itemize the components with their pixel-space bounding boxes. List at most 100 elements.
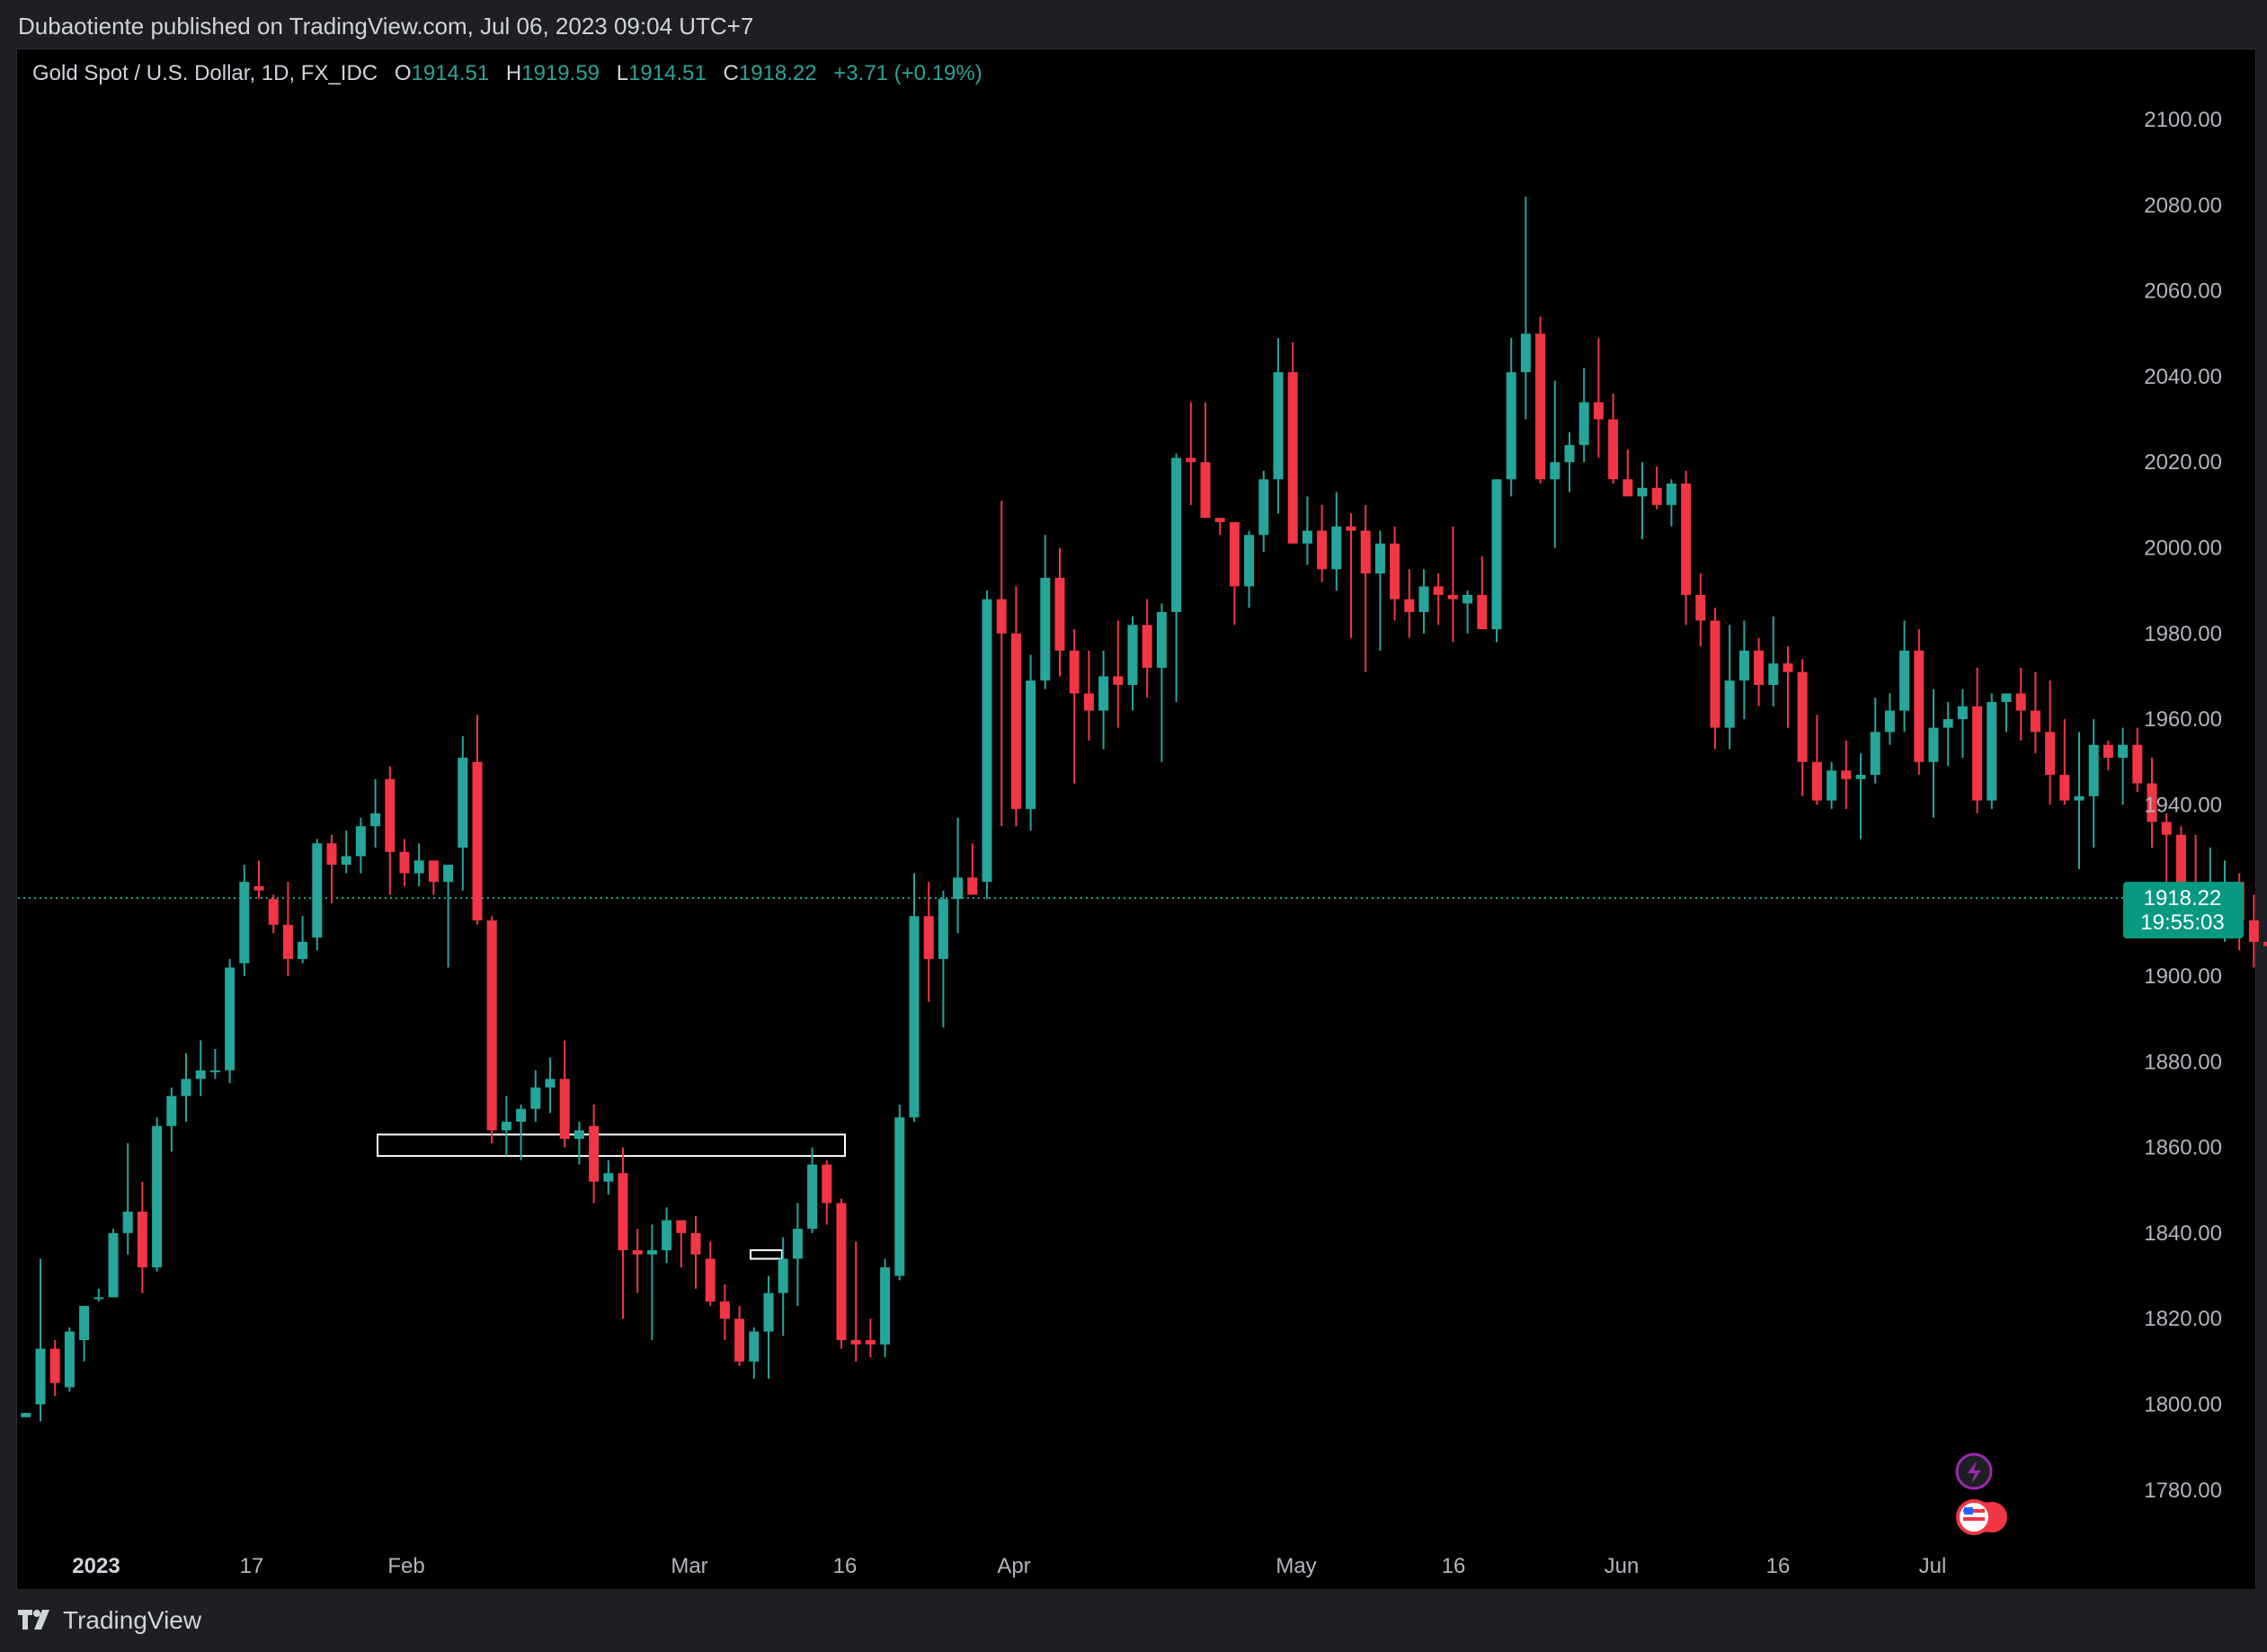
candle-body[interactable] xyxy=(49,1348,60,1383)
candle-body[interactable] xyxy=(472,761,483,921)
candle-body[interactable] xyxy=(662,1220,672,1250)
candle-body[interactable] xyxy=(2059,775,2070,801)
candle-body[interactable] xyxy=(1870,732,1880,776)
candle-body[interactable] xyxy=(1156,611,1167,668)
candle-body[interactable] xyxy=(1200,462,1211,519)
candle-body[interactable] xyxy=(1608,419,1619,480)
candle-body[interactable] xyxy=(1724,680,1735,728)
candle-body[interactable] xyxy=(996,599,1007,634)
candle-body[interactable] xyxy=(2161,822,2172,835)
candle-body[interactable] xyxy=(1666,484,1676,505)
candle-body[interactable] xyxy=(1026,680,1036,810)
candle-body[interactable] xyxy=(2088,744,2099,796)
candle-body[interactable] xyxy=(1360,530,1371,574)
candle-body[interactable] xyxy=(1054,577,1065,651)
candle-body[interactable] xyxy=(458,757,468,848)
candle-body[interactable] xyxy=(64,1331,75,1388)
candle-body[interactable] xyxy=(1593,402,1604,420)
last-price-tag[interactable] xyxy=(2123,882,2244,939)
candle-body[interactable] xyxy=(749,1331,760,1362)
candle-body[interactable] xyxy=(1083,693,1094,711)
candle-body[interactable] xyxy=(938,899,948,959)
candle-body[interactable] xyxy=(1040,577,1051,681)
candle-body[interactable] xyxy=(341,856,351,866)
candle-body[interactable] xyxy=(1214,518,1225,522)
candle-body[interactable] xyxy=(822,1164,832,1203)
candle-body[interactable] xyxy=(1578,402,1589,446)
candle-body[interactable] xyxy=(2132,744,2143,784)
candle-body[interactable] xyxy=(1331,526,1342,570)
candle-body[interactable] xyxy=(559,1079,570,1140)
candle-body[interactable] xyxy=(836,1203,847,1341)
candle-body[interactable] xyxy=(209,1070,220,1072)
candle-body[interactable] xyxy=(1637,487,1648,497)
candle-body[interactable] xyxy=(239,882,250,964)
candle-body[interactable] xyxy=(2248,920,2259,942)
candle-body[interactable] xyxy=(1418,586,1429,612)
candle-body[interactable] xyxy=(589,1125,600,1182)
candle-body[interactable] xyxy=(312,843,323,938)
candle-body[interactable] xyxy=(298,941,308,959)
candle-body[interactable] xyxy=(1782,663,1793,672)
candle-body[interactable] xyxy=(2175,834,2186,886)
candle-body[interactable] xyxy=(355,826,366,857)
candle-body[interactable] xyxy=(603,1173,614,1182)
candle-body[interactable] xyxy=(573,1130,584,1140)
candle-body[interactable] xyxy=(370,813,381,827)
candle-body[interactable] xyxy=(1622,479,1633,497)
candle-body[interactable] xyxy=(923,916,934,959)
candle-body[interactable] xyxy=(1317,530,1328,570)
candle-body[interactable] xyxy=(93,1297,104,1300)
candle-body[interactable] xyxy=(225,967,236,1070)
candle-body[interactable] xyxy=(1346,526,1356,531)
candle-body[interactable] xyxy=(2015,693,2026,711)
candle-body[interactable] xyxy=(807,1164,818,1230)
candle-body[interactable] xyxy=(1914,650,1925,762)
candle-body[interactable] xyxy=(1899,650,1910,711)
candle-body[interactable] xyxy=(865,1340,876,1345)
symbol-name[interactable]: Gold Spot / U.S. Dollar, 1D, FX_IDC xyxy=(32,61,378,85)
candle-body[interactable] xyxy=(909,916,920,1118)
tradingview-logo[interactable]: TradingView xyxy=(18,1605,201,1636)
candle-body[interactable] xyxy=(1404,599,1415,612)
candle-body[interactable] xyxy=(1550,462,1560,480)
candle-body[interactable] xyxy=(894,1117,905,1276)
candle-body[interactable] xyxy=(1433,586,1444,595)
candle-body[interactable] xyxy=(2030,710,2040,733)
candle-body[interactable] xyxy=(1229,521,1240,587)
candle-body[interactable] xyxy=(1827,770,1837,801)
candle-body[interactable] xyxy=(1477,594,1488,630)
candle-body[interactable] xyxy=(1564,445,1575,463)
candle-body[interactable] xyxy=(1186,457,1196,463)
candle-body[interactable] xyxy=(79,1305,90,1341)
candle-body[interactable] xyxy=(253,885,264,891)
candle-body[interactable] xyxy=(1681,484,1692,595)
candle-body[interactable] xyxy=(1754,650,1765,685)
candle-body[interactable] xyxy=(486,920,497,1131)
candle-body[interactable] xyxy=(1010,633,1021,810)
candle-body[interactable] xyxy=(1390,543,1400,600)
candle-body[interactable] xyxy=(181,1079,191,1097)
candle-body[interactable] xyxy=(443,865,454,883)
candle-body[interactable] xyxy=(108,1232,119,1298)
candle-body[interactable] xyxy=(2118,744,2129,758)
candle-body[interactable] xyxy=(282,924,293,959)
candle-body[interactable] xyxy=(1738,650,1749,681)
candle-body[interactable] xyxy=(1987,702,1997,801)
candle-body[interactable] xyxy=(1462,594,1473,604)
candle-body[interactable] xyxy=(152,1125,163,1268)
candle-body[interactable] xyxy=(2045,732,2056,776)
candle-body[interactable] xyxy=(618,1173,628,1250)
candle-body[interactable] xyxy=(1928,727,1939,762)
candle-body[interactable] xyxy=(1651,487,1662,505)
candle-body[interactable] xyxy=(122,1212,133,1233)
candle-body[interactable] xyxy=(545,1079,556,1088)
candle-body[interactable] xyxy=(1258,479,1269,536)
candle-body[interactable] xyxy=(1374,543,1385,574)
candle-body[interactable] xyxy=(137,1212,147,1268)
candle-body[interactable] xyxy=(1520,333,1531,373)
candle-body[interactable] xyxy=(1811,761,1822,801)
candle-body[interactable] xyxy=(1506,372,1516,480)
candle-body[interactable] xyxy=(719,1301,730,1319)
